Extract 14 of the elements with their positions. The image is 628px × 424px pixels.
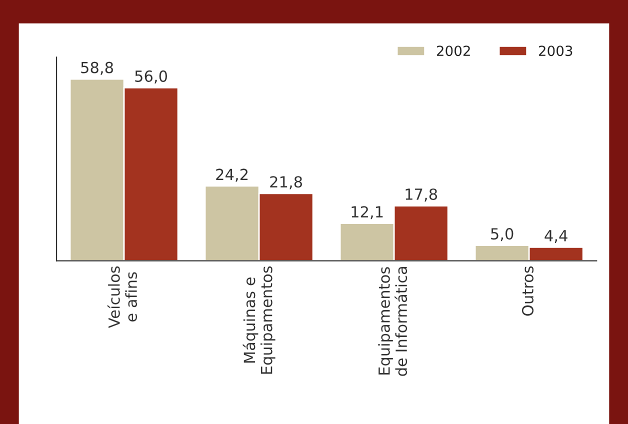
- data-label: 4,4: [544, 230, 568, 243]
- x-tick-label: Veículos e afins: [107, 266, 138, 328]
- data-label: 58,8: [81, 62, 113, 75]
- data-label: 17,8: [406, 188, 438, 202]
- x-tick-label: Equipamentos de Informática: [378, 267, 408, 376]
- x-tick-label: Outros: [522, 266, 534, 316]
- legend-label: 2002: [436, 46, 470, 56]
- data-label: 24,2: [216, 168, 248, 182]
- data-label: 5,0: [491, 228, 514, 242]
- data-label: 56,0: [135, 70, 168, 84]
- data-label: 12,1: [352, 206, 383, 220]
- x-tick-label: Máquinas e Equipamentos: [242, 266, 276, 374]
- legend-label: 2003: [538, 46, 572, 56]
- data-label: 21,8: [270, 176, 302, 190]
